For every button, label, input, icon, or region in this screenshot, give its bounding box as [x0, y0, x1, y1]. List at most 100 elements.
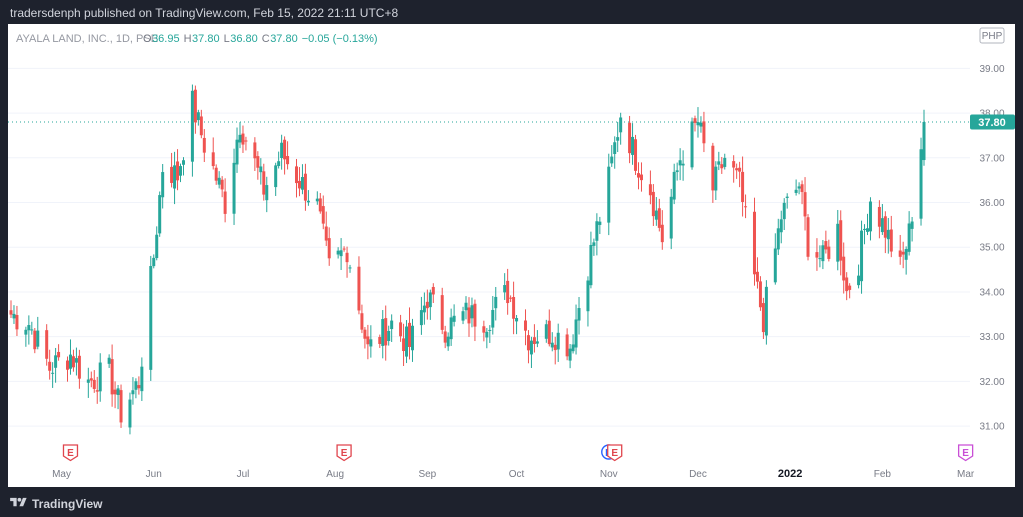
candle-body	[262, 171, 266, 195]
candle	[68, 339, 72, 375]
candle	[634, 134, 638, 175]
candle	[595, 213, 599, 256]
candle	[345, 246, 349, 278]
candle-body	[773, 248, 777, 283]
candle	[387, 325, 391, 346]
candle-body	[696, 122, 700, 126]
candle-body	[758, 281, 762, 308]
candle-body	[717, 161, 721, 165]
candle-body	[30, 329, 34, 331]
chart-panel[interactable]: EEDEE 31.0032.0033.0034.0035.0036.0037.0…	[8, 24, 1015, 487]
candle-body	[868, 201, 872, 232]
x-tick-label: Aug	[326, 469, 344, 480]
candle-body	[66, 360, 70, 370]
candle-body	[202, 137, 206, 153]
earnings-icon	[957, 444, 974, 462]
candle	[30, 321, 34, 335]
legend-open-label: O	[143, 33, 152, 45]
candle	[827, 239, 831, 262]
legend-low-value: 36.80	[230, 33, 258, 45]
candle	[529, 336, 533, 368]
candle-body	[485, 331, 489, 338]
candle	[824, 230, 828, 254]
candle-body	[506, 280, 510, 304]
candle	[696, 107, 700, 138]
candle	[253, 137, 257, 171]
candle-body	[529, 340, 533, 355]
candle	[363, 327, 367, 349]
event-markers: EEDEE	[62, 444, 974, 462]
candle	[45, 324, 49, 366]
candle-body	[95, 390, 99, 392]
candle	[553, 336, 557, 365]
candle	[244, 136, 248, 151]
candle	[366, 324, 370, 360]
candle	[889, 215, 893, 258]
candle-body	[196, 112, 200, 121]
candle	[449, 308, 453, 346]
y-tick-label: 33.00	[979, 332, 1004, 343]
legend-close-value: 37.80	[270, 33, 298, 45]
candle	[764, 280, 768, 345]
candle	[286, 141, 290, 170]
candle	[223, 178, 227, 223]
candle	[196, 109, 200, 126]
candle	[357, 256, 361, 315]
candle-body	[128, 399, 132, 428]
candle-body	[77, 355, 81, 379]
candle	[863, 224, 867, 245]
publisher-text: tradersdenph published on TradingView.co…	[10, 6, 399, 20]
candle	[675, 162, 679, 181]
candle-body	[220, 179, 224, 190]
currency-badge[interactable]: PHP	[979, 27, 1005, 44]
candle-body	[863, 228, 867, 230]
candles	[9, 84, 926, 435]
candle-body	[443, 331, 447, 343]
candle	[137, 376, 141, 395]
publisher-bar: tradersdenph published on TradingView.co…	[0, 0, 1023, 24]
candle	[369, 325, 373, 358]
candle-body	[744, 206, 748, 208]
candle	[482, 320, 486, 342]
candle-body	[342, 248, 346, 250]
event-label: E	[341, 448, 348, 459]
candle	[152, 254, 156, 269]
candle-body	[253, 142, 257, 159]
candle-body	[577, 308, 581, 321]
candle	[848, 283, 852, 299]
candle	[119, 384, 123, 428]
candle	[315, 191, 319, 205]
candle	[54, 347, 58, 383]
candle-body	[428, 292, 432, 308]
legend-low-label: L	[224, 33, 230, 45]
candle	[883, 211, 887, 254]
candle-body	[571, 344, 575, 352]
candle	[865, 213, 869, 236]
candle	[464, 296, 468, 320]
candle-body	[669, 196, 673, 239]
candle-body	[339, 250, 343, 257]
legend-close-label: C	[262, 33, 270, 45]
legend-high-value: 37.80	[192, 33, 220, 45]
candle-body	[378, 337, 382, 344]
candle	[57, 344, 61, 361]
candle-body	[137, 385, 141, 389]
candle-body	[244, 140, 248, 142]
candle	[134, 378, 138, 399]
candle	[836, 209, 840, 271]
candle	[714, 161, 718, 201]
candle-body	[155, 234, 159, 259]
x-tick-label: Jul	[237, 469, 250, 480]
candle	[574, 304, 578, 355]
candlestick-chart[interactable]: EEDEE 31.0032.0033.0034.0035.0036.0037.0…	[8, 24, 1015, 487]
candle	[473, 299, 477, 342]
candle	[220, 176, 224, 198]
candle-body	[294, 166, 298, 184]
candle	[446, 332, 450, 351]
candle-body	[586, 280, 590, 312]
candle	[761, 297, 765, 340]
candle	[158, 191, 162, 237]
candle	[86, 367, 90, 398]
candle	[556, 323, 560, 362]
candle	[907, 211, 911, 256]
